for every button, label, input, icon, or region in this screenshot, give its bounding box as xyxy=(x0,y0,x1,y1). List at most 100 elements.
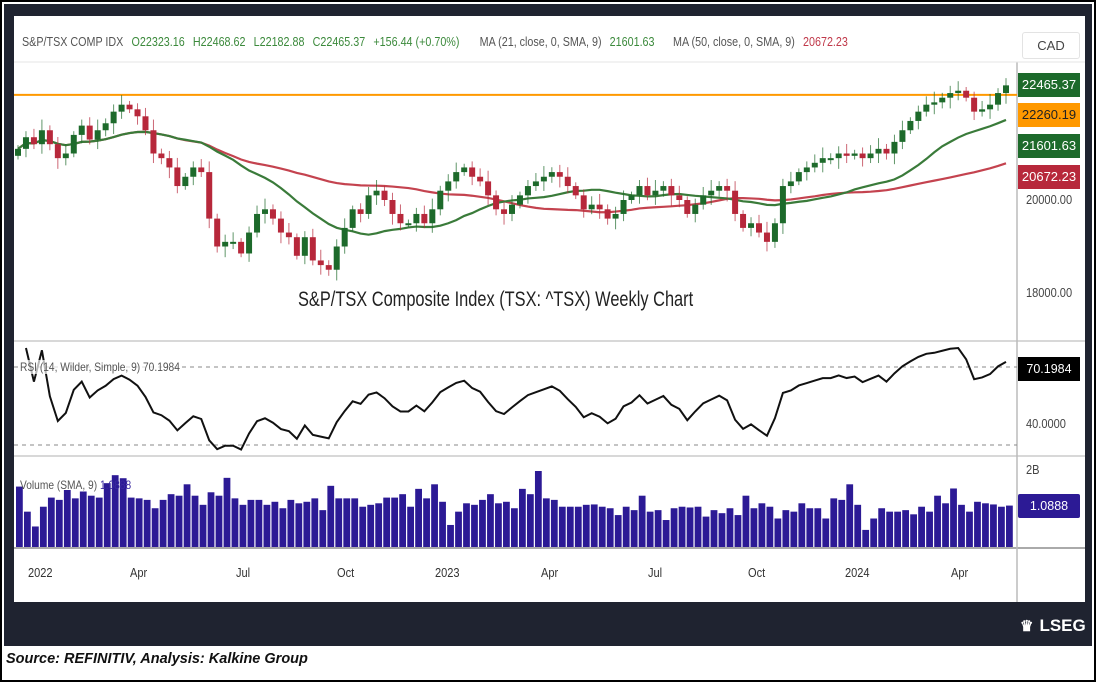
candle-body xyxy=(732,190,739,214)
candle-body xyxy=(971,97,978,112)
candle-body xyxy=(174,167,181,187)
candle-body xyxy=(285,232,292,238)
volume-bar xyxy=(335,498,343,547)
candle-body xyxy=(94,130,101,140)
volume-bar xyxy=(662,520,670,547)
candle-body xyxy=(405,223,412,226)
volume-bar xyxy=(207,492,215,547)
volume-bar xyxy=(926,511,933,547)
candle-body xyxy=(293,237,300,256)
volume-value-label: 1.0888 xyxy=(1018,494,1080,518)
volume-bar xyxy=(862,529,870,547)
volume-bar xyxy=(16,486,23,547)
candle-body xyxy=(612,213,619,219)
volume-bar xyxy=(854,504,862,547)
volume-bar xyxy=(702,516,710,547)
ma21-value: 21601.63 xyxy=(609,35,655,49)
resistance-price-label: 22260.19 xyxy=(1018,103,1080,127)
volume-legend-value: 1.0888 xyxy=(99,478,132,492)
volume-bar xyxy=(742,495,750,547)
volume-bar xyxy=(55,499,63,547)
candle-body xyxy=(915,111,922,121)
candle-body xyxy=(222,241,229,247)
volume-bar xyxy=(966,511,973,547)
candle-body xyxy=(604,209,611,219)
candle-body xyxy=(134,109,141,117)
volume-bar xyxy=(958,504,965,547)
volume-bar xyxy=(886,511,894,547)
candle-body xyxy=(333,246,340,270)
volume-bar xyxy=(383,497,391,547)
volume-bar xyxy=(471,504,478,547)
volume-bar xyxy=(295,503,303,547)
volume-bar xyxy=(998,506,1005,547)
candle-body xyxy=(102,123,109,131)
ma21-label: MA (21, close, 0, SMA, 9) xyxy=(479,35,602,49)
candle-body xyxy=(501,209,508,214)
volume-bar xyxy=(670,508,678,547)
candle-body xyxy=(883,148,890,154)
currency-button[interactable]: CAD xyxy=(1022,32,1080,59)
candle-body xyxy=(644,186,651,196)
candle-body xyxy=(421,213,428,224)
volume-bar xyxy=(167,494,175,547)
candle-body xyxy=(979,109,986,112)
candle-body xyxy=(843,153,850,156)
candle-body xyxy=(676,195,683,200)
candle-body xyxy=(182,176,189,187)
volume-bar xyxy=(135,498,143,547)
candle-body xyxy=(30,137,37,145)
candle-body xyxy=(158,153,165,159)
volume-bar xyxy=(351,498,359,547)
price-tick-20000: 20000.00 xyxy=(1026,192,1073,207)
volume-bar xyxy=(918,506,925,547)
rsi-legend: RSI (14, Wilder, Simple, 9) 70.1984 xyxy=(20,360,180,374)
volume-bar xyxy=(447,524,454,547)
candle-body xyxy=(493,195,500,210)
x-tick-apr-2023: Apr xyxy=(541,565,559,580)
volume-bar xyxy=(798,503,806,547)
candle-body xyxy=(373,190,380,196)
candle-body xyxy=(214,218,221,247)
volume-bar xyxy=(734,515,742,547)
source-caption: Source: REFINITIV, Analysis: Kalkine Gro… xyxy=(6,651,308,667)
volume-bar xyxy=(175,495,183,547)
candle-body xyxy=(923,104,930,112)
candle-body xyxy=(771,223,778,242)
candle-body xyxy=(708,190,715,196)
candle-body xyxy=(572,186,579,196)
volume-bar xyxy=(974,501,981,547)
volume-bar xyxy=(271,501,279,547)
volume-bar xyxy=(790,511,798,547)
volume-bar xyxy=(694,506,702,547)
open-value: O22323.16 xyxy=(131,35,185,49)
candle-body xyxy=(596,204,603,210)
x-tick-jul-2022: Jul xyxy=(236,565,251,580)
candle-body xyxy=(660,186,667,191)
candle-body xyxy=(931,102,938,105)
volume-bar xyxy=(511,508,518,547)
candle-body xyxy=(548,172,555,177)
last-price-label: 22465.37 xyxy=(1018,73,1080,97)
volume-bar xyxy=(503,501,510,547)
volume-bar xyxy=(199,504,207,547)
candle-body xyxy=(15,148,21,156)
volume-bar xyxy=(846,484,854,547)
volume-label: Volume (SMA, 9) xyxy=(20,478,98,492)
candle-body xyxy=(811,162,818,168)
volume-bar xyxy=(630,510,638,547)
candle-body xyxy=(365,195,372,214)
volume-bar xyxy=(111,475,119,547)
candle-body xyxy=(1003,85,1009,94)
candle-body xyxy=(524,186,531,196)
candle-body xyxy=(763,232,770,242)
candle-body xyxy=(756,223,762,233)
volume-bar xyxy=(638,495,646,547)
candle-body xyxy=(445,181,452,191)
volume-bar xyxy=(39,506,47,547)
candle-body xyxy=(835,153,842,159)
volume-bar xyxy=(902,510,910,547)
candle-body xyxy=(110,111,117,124)
